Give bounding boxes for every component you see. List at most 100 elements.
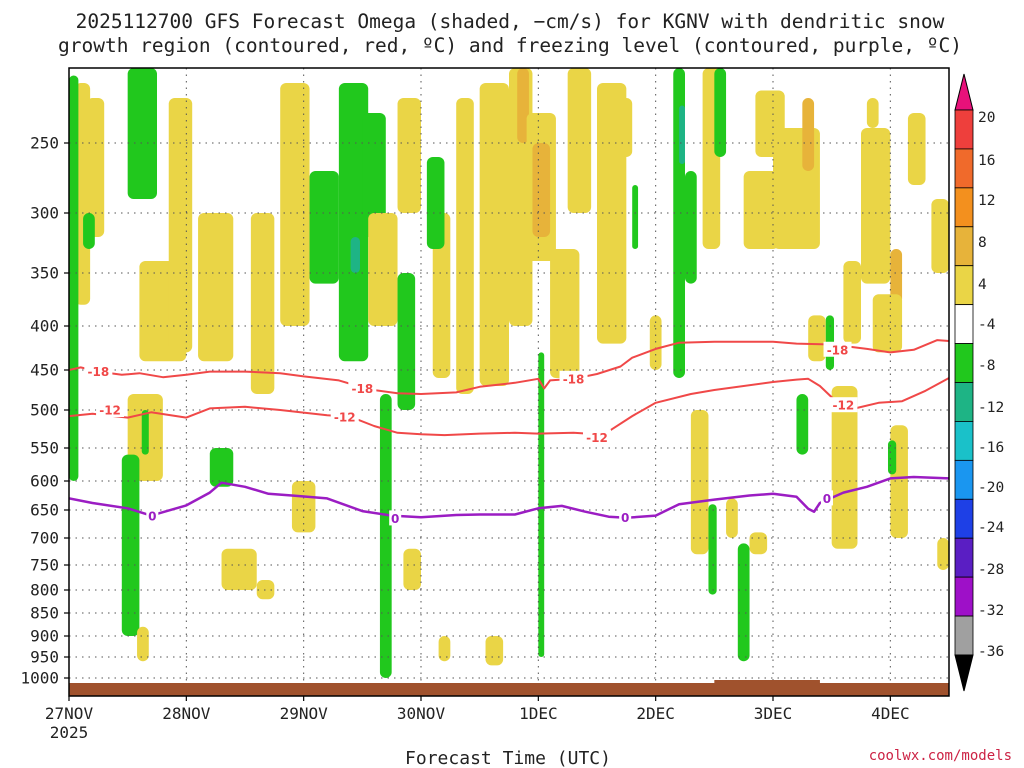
colorbar-box (954, 459, 974, 500)
snow-contour-label: -12 (99, 404, 121, 418)
colorbar-box (954, 498, 974, 539)
omega-patch (209, 448, 234, 487)
ground-bump (714, 680, 820, 684)
omega-patch (438, 636, 451, 662)
omega-patch (937, 538, 949, 570)
x-axis-label: Forecast Time (UTC) (405, 748, 611, 768)
colorbar-label: -16 (978, 440, 1004, 456)
omega-patch (403, 548, 421, 590)
omega-patch (620, 98, 633, 157)
snow-contour-label: -18 (827, 343, 849, 357)
omega-patch (517, 68, 529, 143)
omega-patch (802, 98, 815, 171)
freezing-contour-label: 0 (823, 492, 831, 506)
y-tick-label: 350 (30, 264, 59, 283)
y-tick-label: 650 (30, 501, 59, 520)
omega-patch (866, 98, 879, 128)
colorbar-label: 4 (978, 277, 987, 293)
omega-patch (743, 171, 779, 249)
x-tick-label: 4DEC (871, 704, 910, 723)
y-tick-label: 850 (30, 604, 59, 623)
snow-contour-label: -18 (351, 382, 373, 396)
snow-contour-label: -12 (586, 431, 608, 445)
omega-patch (137, 626, 149, 662)
snow-contour-label: -12 (833, 399, 855, 413)
x-tick-label: 27NOV (45, 704, 94, 723)
colorbar-label: -24 (978, 520, 1004, 536)
colorbar-box (954, 304, 974, 344)
colorbar-box (954, 537, 974, 578)
colorbar-label: -20 (978, 480, 1004, 496)
snow-contour-label-bg (330, 408, 359, 424)
y-tick-label: 550 (30, 439, 59, 458)
x-tick-label: 1DEC (519, 704, 558, 723)
colorbar-box (954, 382, 974, 422)
omega-patch (86, 98, 105, 237)
contour-line-0 (69, 475, 949, 520)
freezing-contour-label: 0 (391, 512, 399, 526)
omega-patch (887, 440, 897, 475)
omega-patch (532, 143, 551, 237)
colorbar-label: 12 (978, 193, 995, 209)
omega-patch (632, 185, 639, 249)
omega-patch (550, 249, 580, 378)
colorbar-box (954, 226, 974, 267)
omega-patch (679, 105, 685, 164)
omega-patch (872, 294, 903, 353)
snow-contour-label-bg (823, 341, 852, 357)
omega-patch (749, 532, 768, 555)
snow-contour-label: -18 (563, 372, 585, 386)
omega-patch (397, 98, 421, 213)
y-tick-label: 250 (30, 134, 59, 153)
omega-patch (737, 543, 750, 662)
omega-patch (597, 83, 627, 344)
omega-patch (708, 504, 717, 595)
y-tick-label: 450 (30, 361, 59, 380)
omega-patch (280, 83, 310, 326)
colorbar-bottom-arrow (954, 654, 974, 692)
freezing-contour-label-bg (820, 490, 833, 506)
snow-contour-label-bg (96, 402, 125, 417)
omega-patch (168, 98, 193, 353)
snow-contour-label-bg (348, 380, 377, 396)
omega-patch (690, 410, 709, 555)
omega-patch (479, 83, 509, 386)
omega-patch (714, 68, 727, 157)
omega-patch (456, 98, 474, 394)
omega-patch (907, 113, 926, 185)
freezing-contour-label-bg (619, 509, 632, 525)
omega-patch (931, 199, 949, 273)
x-axis-ticks: 27NOV 28NOV 29NOV 30NOV 1DEC 2DEC 3DEC 4DEC (45, 696, 910, 723)
freezing-contour-label: 0 (148, 510, 156, 524)
omega-patch (256, 580, 275, 600)
omega-patch (796, 394, 809, 455)
colorbar-label: -28 (978, 562, 1004, 578)
snow-contour-label-bg (583, 429, 611, 445)
omega-patch (861, 128, 891, 284)
colorbar-box (954, 421, 974, 461)
x-tick-label: 30NOV (397, 704, 446, 723)
omega-patch (368, 213, 398, 326)
omega-patch (74, 83, 91, 305)
colorbar-label: -32 (978, 603, 1004, 619)
y-tick-label: 750 (30, 556, 59, 575)
y-tick-label: 900 (30, 627, 59, 646)
colorbar-box (954, 109, 974, 150)
y-tick-label: 600 (30, 472, 59, 491)
omega-patch (426, 157, 445, 249)
colorbar-label: -4 (978, 317, 996, 333)
omega-patch (350, 237, 360, 273)
omega-patch (221, 548, 257, 590)
colorbar-box (954, 187, 974, 228)
y-tick-label: 950 (30, 648, 59, 667)
colorbar-label: 16 (978, 153, 995, 169)
omega-patch (309, 171, 339, 284)
omega-patch (485, 636, 504, 666)
colorbar-label: -36 (978, 644, 1004, 660)
snow-contour-label-bg (829, 397, 858, 413)
snow-contour-label-bg (84, 363, 113, 379)
x-tick-label: 3DEC (754, 704, 793, 723)
colorbar-label: -12 (978, 400, 1004, 416)
omega-patch (649, 315, 662, 370)
colorbar-box (954, 265, 974, 306)
